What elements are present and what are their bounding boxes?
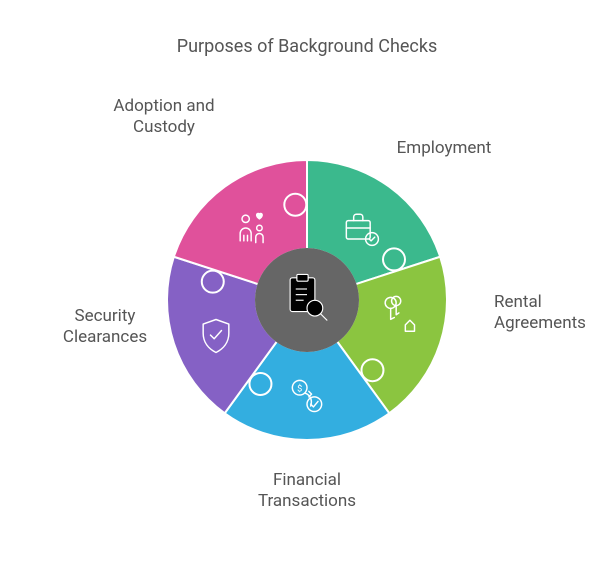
segment-label-financial: Financial Transactions [227, 470, 387, 513]
svg-text:$: $ [297, 383, 302, 394]
center-circle [255, 248, 359, 352]
family-heart-icon [231, 206, 275, 250]
segment-label-security: Security Clearances [25, 306, 185, 349]
money-check-icon: $ [285, 373, 329, 417]
keys-house-icon [376, 290, 420, 334]
shield-check-icon [194, 314, 238, 358]
puzzle-knob [249, 373, 271, 395]
puzzle-knob [202, 271, 224, 293]
chart-title: Purposes of Background Checks [0, 36, 614, 57]
clipboard-search-icon [280, 271, 334, 329]
puzzle-knob [284, 194, 306, 216]
briefcase-check-icon [339, 206, 383, 250]
segment-label-rental: Rental Agreements [494, 292, 586, 335]
puzzle-knob [383, 248, 405, 270]
segment-label-employment: Employment [364, 138, 524, 159]
segment-label-adoption: Adoption and Custody [84, 96, 244, 139]
puzzle-knob [361, 359, 383, 381]
